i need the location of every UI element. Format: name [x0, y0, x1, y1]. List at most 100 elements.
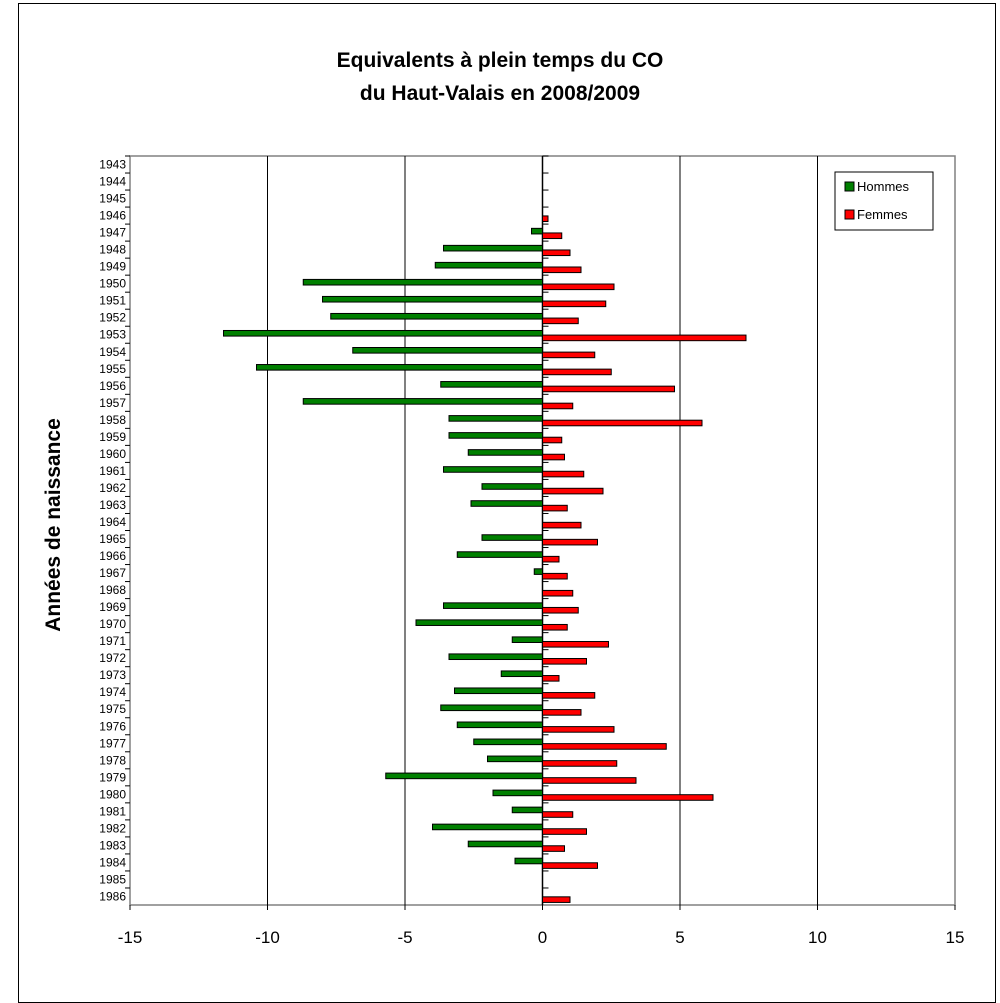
bar-hommes: [352, 347, 543, 354]
bar-hommes: [256, 364, 543, 371]
bar-hommes: [511, 806, 543, 814]
legend-label: Femmes: [857, 207, 908, 222]
y-tick-label: 1970: [99, 617, 126, 631]
bar-hommes: [440, 704, 543, 712]
y-tick-label: 1983: [99, 838, 126, 852]
y-tick-label: 1957: [99, 396, 126, 410]
bar-femmes: [542, 862, 598, 869]
chart-subtitle: du Haut-Valais en 2008/2009: [359, 82, 641, 105]
y-tick-label: 1971: [99, 634, 126, 648]
bar-femmes: [542, 555, 560, 563]
bar-femmes: [542, 692, 596, 699]
bar-hommes: [511, 636, 543, 643]
legend-swatch: [844, 181, 855, 192]
y-tick-label: 1966: [99, 549, 126, 563]
y-tick-label: 1967: [99, 566, 126, 580]
y-tick-label: 1986: [99, 889, 126, 903]
y-tick-label: 1973: [99, 668, 126, 682]
bar-femmes: [542, 606, 579, 614]
bar-hommes: [448, 415, 543, 422]
y-tick-label: 1951: [99, 294, 126, 308]
bar-femmes: [542, 828, 587, 835]
bar-femmes: [542, 640, 609, 648]
y-tick-label: 1963: [99, 498, 126, 512]
bar-femmes: [542, 436, 563, 444]
y-tick-label: 1980: [99, 787, 126, 801]
bar-femmes: [542, 232, 563, 240]
y-tick-label: 1975: [99, 702, 126, 716]
bar-hommes: [470, 500, 543, 507]
y-tick-label: 1979: [99, 770, 126, 784]
bar-hommes: [467, 449, 543, 456]
y-tick-label: 1962: [99, 481, 126, 495]
bar-femmes: [542, 623, 568, 631]
bar-hommes: [432, 823, 543, 831]
y-tick-label: 1945: [99, 192, 126, 206]
bar-femmes: [542, 811, 574, 818]
bar-femmes: [542, 845, 565, 852]
y-tick-label: 1964: [99, 515, 126, 529]
bar-hommes: [481, 483, 543, 490]
y-tick-label: 1949: [99, 260, 126, 274]
y-tick-label: 1948: [99, 243, 126, 257]
y-tick-label: 1974: [99, 685, 126, 699]
bar-femmes: [542, 589, 574, 597]
legend-label: Hommes: [857, 179, 910, 194]
bar-femmes: [542, 521, 582, 529]
bar-femmes: [542, 675, 560, 682]
x-tick-label: 5: [675, 928, 684, 947]
bar-hommes: [533, 568, 543, 575]
bar-femmes: [542, 504, 568, 512]
y-tick-label: 1982: [99, 821, 126, 835]
bar-hommes: [322, 295, 543, 303]
bar-hommes: [223, 329, 543, 337]
y-tick-label: 1965: [99, 532, 126, 546]
bar-femmes: [542, 538, 598, 546]
bar-hommes: [385, 772, 543, 780]
x-tick-label: -15: [118, 928, 143, 947]
y-tick-label: 1956: [99, 379, 126, 393]
bar-hommes: [514, 857, 543, 865]
bar-hommes: [500, 670, 543, 678]
bar-femmes: [542, 760, 618, 767]
bar-hommes: [440, 381, 543, 388]
y-tick-label: 1954: [99, 345, 126, 359]
bar-femmes: [542, 896, 571, 903]
y-tick-label: 1960: [99, 447, 126, 461]
y-tick-label: 1952: [99, 311, 126, 325]
bar-hommes: [487, 755, 543, 763]
bar-hommes: [481, 534, 543, 541]
bar-femmes: [542, 368, 612, 376]
bar-hommes: [443, 602, 543, 609]
y-tick-label: 1981: [99, 804, 126, 818]
bar-femmes: [542, 351, 596, 359]
bar-hommes: [473, 738, 543, 746]
bar-femmes: [542, 266, 582, 274]
bar-hommes: [443, 244, 543, 252]
x-tick-label: -5: [397, 928, 412, 947]
bar-femmes: [542, 794, 714, 801]
y-tick-label: 1943: [99, 158, 126, 172]
y-tick-label: 1972: [99, 651, 126, 665]
bar-hommes: [443, 466, 543, 473]
y-tick-label: 1947: [99, 226, 126, 240]
bar-hommes: [434, 261, 543, 269]
y-tick-label: 1978: [99, 753, 126, 767]
x-tick-label: 10: [808, 928, 827, 947]
bar-hommes: [415, 619, 543, 626]
bar-hommes: [448, 432, 543, 439]
bar-femmes: [542, 283, 615, 291]
y-tick-label: 1944: [99, 175, 126, 189]
bar-hommes: [531, 227, 543, 235]
y-tick-label: 1985: [99, 872, 126, 886]
y-tick-label: 1959: [99, 430, 126, 444]
bar-femmes: [542, 726, 615, 733]
y-tick-label: 1950: [99, 277, 126, 291]
bar-hommes: [492, 789, 543, 797]
y-tick-label: 1961: [99, 464, 126, 478]
chart-title: Equivalents à plein temps du CO: [336, 49, 664, 72]
bar-hommes: [467, 840, 543, 848]
bar-femmes: [542, 572, 568, 580]
y-tick-label: 1976: [99, 719, 126, 733]
